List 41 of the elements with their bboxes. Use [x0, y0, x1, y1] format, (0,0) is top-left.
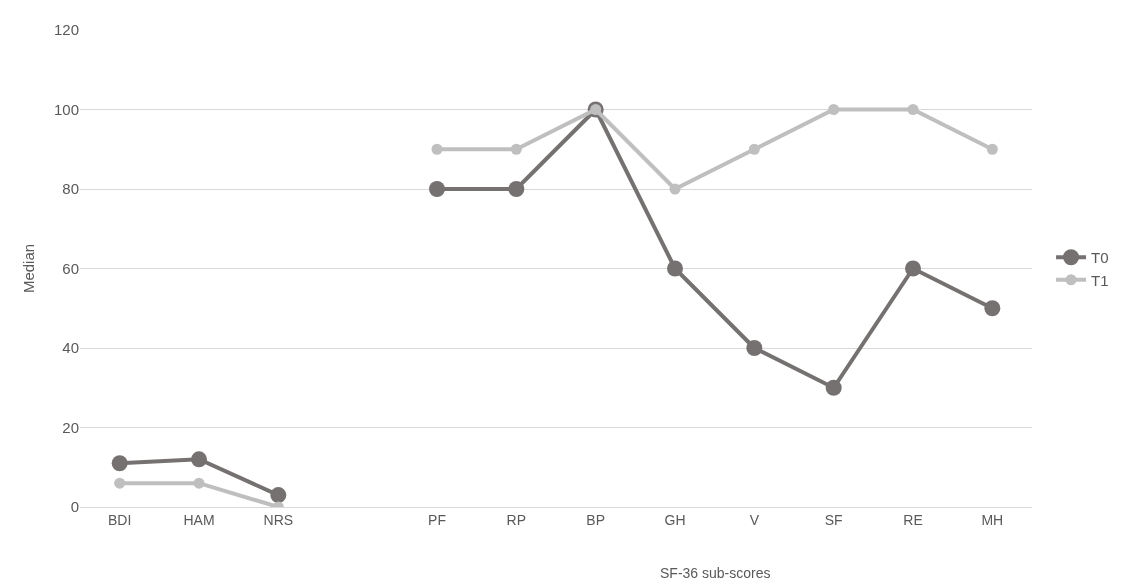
point	[510, 143, 522, 155]
x-tick-label: BP	[586, 511, 606, 528]
point	[669, 183, 681, 195]
y-axis-title: Median	[20, 243, 38, 294]
y-tick-label: 60	[62, 259, 79, 277]
y-tick-label: 20	[62, 418, 79, 436]
point	[111, 455, 128, 472]
point	[431, 143, 443, 155]
point	[907, 104, 919, 115]
point	[667, 260, 683, 277]
point	[984, 300, 1001, 317]
point	[191, 451, 207, 468]
point	[746, 340, 763, 356]
x-tick-label: RP	[506, 511, 527, 528]
x-tick-label: NRS	[263, 511, 294, 528]
x-tick-label: PF	[428, 511, 446, 528]
point	[825, 379, 842, 396]
legend-label: T0	[1091, 249, 1109, 267]
point	[429, 181, 445, 197]
point	[986, 143, 998, 155]
x-tick-label: GH	[664, 511, 686, 528]
x-tick-label: MH	[981, 511, 1004, 528]
point	[508, 181, 525, 197]
y-tick-label: 40	[62, 339, 79, 357]
x-tick-label: SF	[824, 511, 843, 528]
point	[114, 477, 126, 489]
x-tick-label: RE	[903, 511, 923, 528]
y-tick-label: 0	[70, 498, 79, 516]
legend-label: T1	[1091, 271, 1109, 289]
point	[828, 104, 840, 115]
y-tick-label: 80	[62, 180, 79, 198]
x-tick-label: BDI	[108, 511, 132, 528]
y-tick-label: 120	[53, 21, 79, 39]
point	[270, 487, 287, 504]
y-tick-label: 100	[53, 100, 79, 118]
point	[905, 260, 921, 277]
x-tick-label: V	[749, 511, 760, 528]
point	[748, 143, 760, 155]
text: SF-36 sub-scores	[660, 565, 771, 581]
point	[193, 477, 205, 489]
x-tick-label: HAM	[183, 511, 215, 528]
